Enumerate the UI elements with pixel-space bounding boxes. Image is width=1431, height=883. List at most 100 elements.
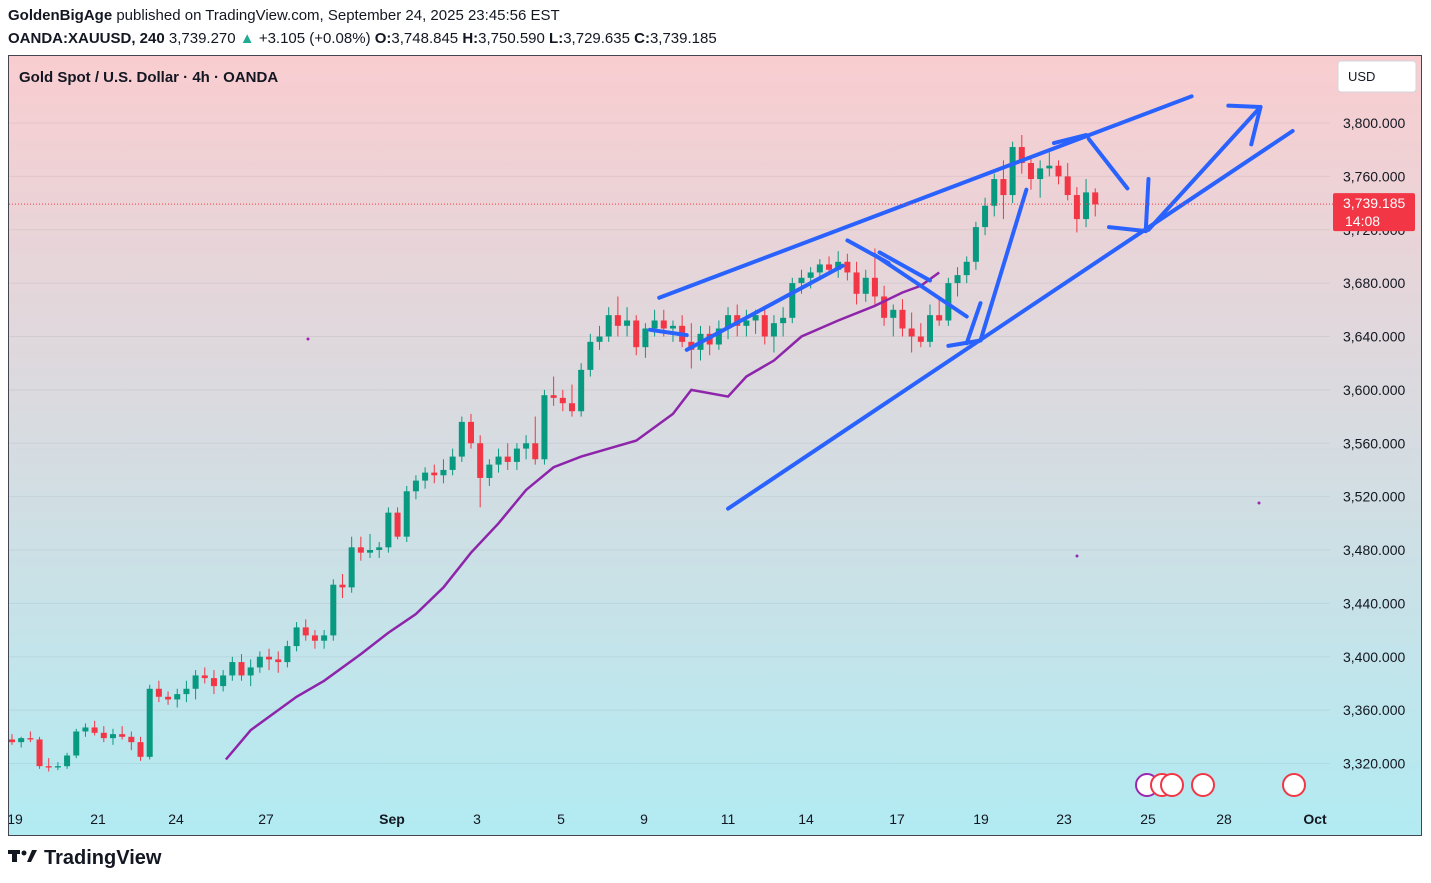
current-price-label: 3,739.185 [1343,195,1405,211]
candle-body [780,317,787,324]
candle-body [91,727,98,733]
candle-body [541,395,548,460]
candle-body [587,341,594,370]
chart-frame [8,55,1422,836]
x-tick-label: 14 [798,811,814,827]
candle-body [743,320,750,326]
candle-body [229,662,236,676]
candle-body [376,547,383,550]
y-tick-label: 3,400.000 [1343,649,1405,665]
y-tick-label: 3,560.000 [1343,435,1405,451]
candle-body [991,179,998,206]
candle-body [302,627,309,636]
candle-body [82,727,89,732]
candle-body [770,323,777,337]
candle-body [210,678,217,687]
us-flag-icon[interactable] [1282,773,1306,797]
candle-body [596,336,603,342]
candle-body [1055,165,1062,177]
event-icons[interactable] [1135,773,1306,797]
candle-body [642,328,649,348]
quote-line: OANDA:XAUUSD, 240 3,739.270 ▲ +3.105 (+0… [8,29,717,49]
candle-body [357,547,364,553]
trendline [1086,137,1130,191]
candle-body [844,261,851,273]
candle-body [431,472,438,476]
current-price-tag: 3,739.185 14:08 [1333,193,1415,232]
candle-body [890,309,897,318]
price-change: +3.105 (+0.08%) [258,30,371,47]
y-tick-label: 3,520.000 [1343,489,1405,505]
candle-body [1027,163,1034,180]
x-tick-label: 19 [7,811,23,827]
candle-body [54,766,61,768]
up-arrow-icon: ▲ [239,30,255,47]
x-tick-label: 11 [721,811,736,827]
candle-body [275,659,282,663]
candle-body [256,656,263,668]
countdown-label: 14:08 [1345,213,1380,229]
candle-body [183,688,190,695]
time-axis[interactable]: 19 21 24 27 Sep 3 5 9 11 14 17 19 23 25 28 Oct [7,811,1327,827]
us-flag-icon[interactable] [1160,773,1184,797]
last-price: 3,739.270 [168,30,236,47]
candle-body [715,328,722,345]
y-tick-label: 3,360.000 [1343,702,1405,718]
candle-body [440,469,447,476]
trendline [877,250,932,283]
candle-body [155,688,162,697]
candle-body [458,421,465,457]
trendline [657,94,1194,300]
candle-body [137,742,144,757]
currency-button[interactable]: USD [1337,60,1417,93]
candle-body [862,277,869,294]
candle-body [119,734,126,737]
candle-body [513,448,520,462]
y-tick-label: 3,480.000 [1343,542,1405,558]
candle-body [752,315,759,321]
candle-body [385,512,392,548]
candle-body [201,675,208,679]
trendline [1249,104,1263,147]
candle-body [247,667,254,676]
candle-body [64,755,71,767]
chart-title: Gold Spot / U.S. Dollar · 4h · OANDA [19,69,278,86]
candle-body [816,264,823,273]
candle-body [146,688,153,757]
marker-dot [1075,554,1079,558]
trendline [1146,104,1263,232]
candle-body [1037,168,1044,180]
candle-body [881,296,888,318]
candle-body [128,736,135,743]
author-name[interactable]: GoldenBigAge [8,7,113,24]
candle-body [284,646,291,663]
candle-body [165,696,172,700]
x-tick-label: 17 [889,811,905,827]
candle-body [45,766,52,768]
tradingview-logo[interactable]: TradingView [8,847,161,870]
candle-body [871,277,878,297]
trendline [978,187,1029,343]
candle-body [486,464,493,478]
y-tick-label: 3,320.000 [1343,756,1405,772]
trendline [964,301,983,346]
candle-body [1018,147,1025,164]
trendline [946,338,983,348]
candle-body [339,584,346,588]
trendline [1226,103,1263,109]
price-axis[interactable]: 3,320.000 3,360.000 3,400.000 3,440.000 3,48… [9,115,1405,772]
candle-body [468,421,474,444]
candle-body [853,272,860,294]
marker-dot [1257,501,1261,505]
publish-text: published on TradingView.com, September … [116,7,560,24]
candle-body [504,456,511,462]
candle-body [412,480,419,492]
candle-body [1083,192,1090,220]
candle-body [495,456,502,465]
candle-body [36,739,43,767]
candle-body [807,272,814,278]
y-tick-label: 3,680.000 [1343,275,1405,291]
candle-body [568,403,575,412]
us-flag-icon[interactable] [1191,773,1215,797]
